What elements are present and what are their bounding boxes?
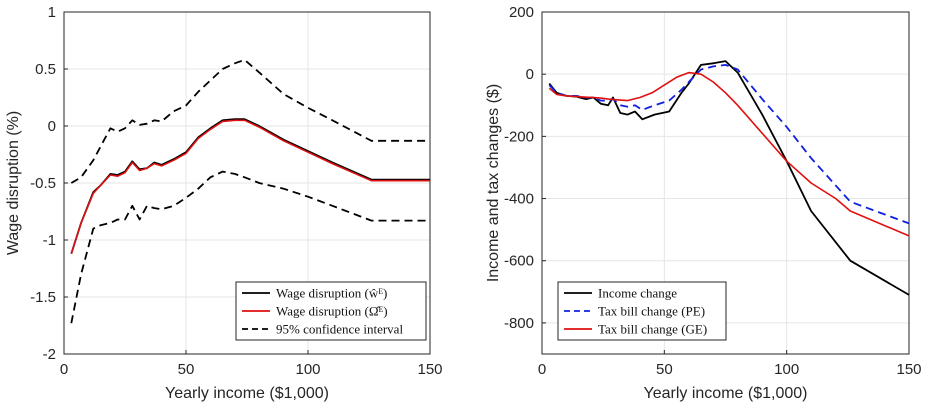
series-line-1-2 (548, 71, 910, 237)
y-tick-label: -1 (43, 232, 56, 249)
y-tick-label: -0.5 (30, 175, 56, 192)
y-tick-label: 0.5 (35, 61, 56, 78)
y-tick-label: -400 (504, 191, 534, 208)
x-tick-label: 150 (896, 361, 921, 378)
series-line-1-0 (548, 60, 910, 296)
series-line-0-1 (70, 170, 430, 324)
series-line-0-0 (70, 59, 430, 184)
chart-income-tax-changes: 0 50 100 150 200 0 -200 -400 -600 -800 Yearly inco… (485, 4, 922, 402)
x-tick-label: 50 (656, 361, 673, 378)
y-tick-label: 0 (48, 118, 56, 135)
y-tick-label: 0 (526, 66, 534, 83)
chart-wage-disruption: 0 50 100 150 1 0.5 0 -0.5 -1 -1.5 -2 Yearly income … (5, 4, 443, 402)
x-tick-label: 100 (774, 361, 799, 378)
legend-label: Income change (598, 286, 677, 301)
y-tick-label: -200 (504, 128, 534, 145)
y-tick-label: -600 (504, 253, 534, 270)
y-tick-label: -800 (504, 315, 534, 332)
x-tick-label: 50 (178, 361, 195, 378)
x-tick-label: 150 (417, 361, 442, 378)
legend-label: Tax bill change (GE) (598, 322, 707, 337)
x-axis-label: Yearly income ($1,000) (644, 385, 808, 402)
y-tick-label: 200 (509, 4, 534, 21)
legend: Income change Tax bill change (PE) Tax bil… (557, 281, 727, 341)
series-line-0-3 (70, 119, 430, 254)
x-tick-label: 0 (60, 361, 68, 378)
x-tick-label: 100 (295, 361, 320, 378)
y-axis-label: Wage disruption (%) (5, 111, 22, 255)
x-tick-label: 0 (538, 361, 546, 378)
y-axis-label: Income and tax changes ($) (485, 84, 502, 282)
legend: Wage disruption (ŵᴱ) Wage disruption (Ω̂ᴱ… (235, 281, 427, 341)
x-axis-label: Yearly income ($1,000) (165, 385, 329, 402)
series-line-0-2 (70, 118, 430, 254)
legend-label: Wage disruption (Ω̂ᴱ) (276, 304, 388, 319)
y-tick-label: -2 (43, 346, 56, 363)
axes-box (541, 11, 910, 355)
series-line-1-1 (548, 64, 910, 225)
legend-label: Tax bill change (PE) (598, 304, 705, 319)
legend-label: 95% confidence interval (276, 322, 403, 337)
legend-label: Wage disruption (ŵᴱ) (276, 286, 387, 301)
y-tick-label: 1 (48, 4, 56, 21)
y-tick-label: -1.5 (30, 289, 56, 306)
